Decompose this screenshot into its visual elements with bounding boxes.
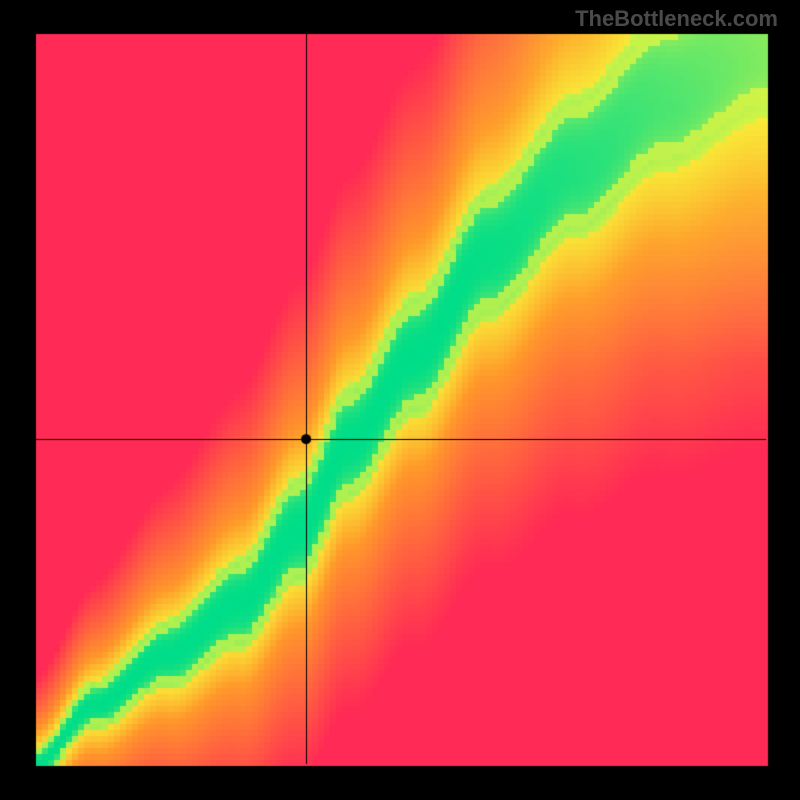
heatmap-canvas bbox=[0, 0, 800, 800]
chart-container: TheBottleneck.com bbox=[0, 0, 800, 800]
watermark-text: TheBottleneck.com bbox=[575, 6, 778, 32]
